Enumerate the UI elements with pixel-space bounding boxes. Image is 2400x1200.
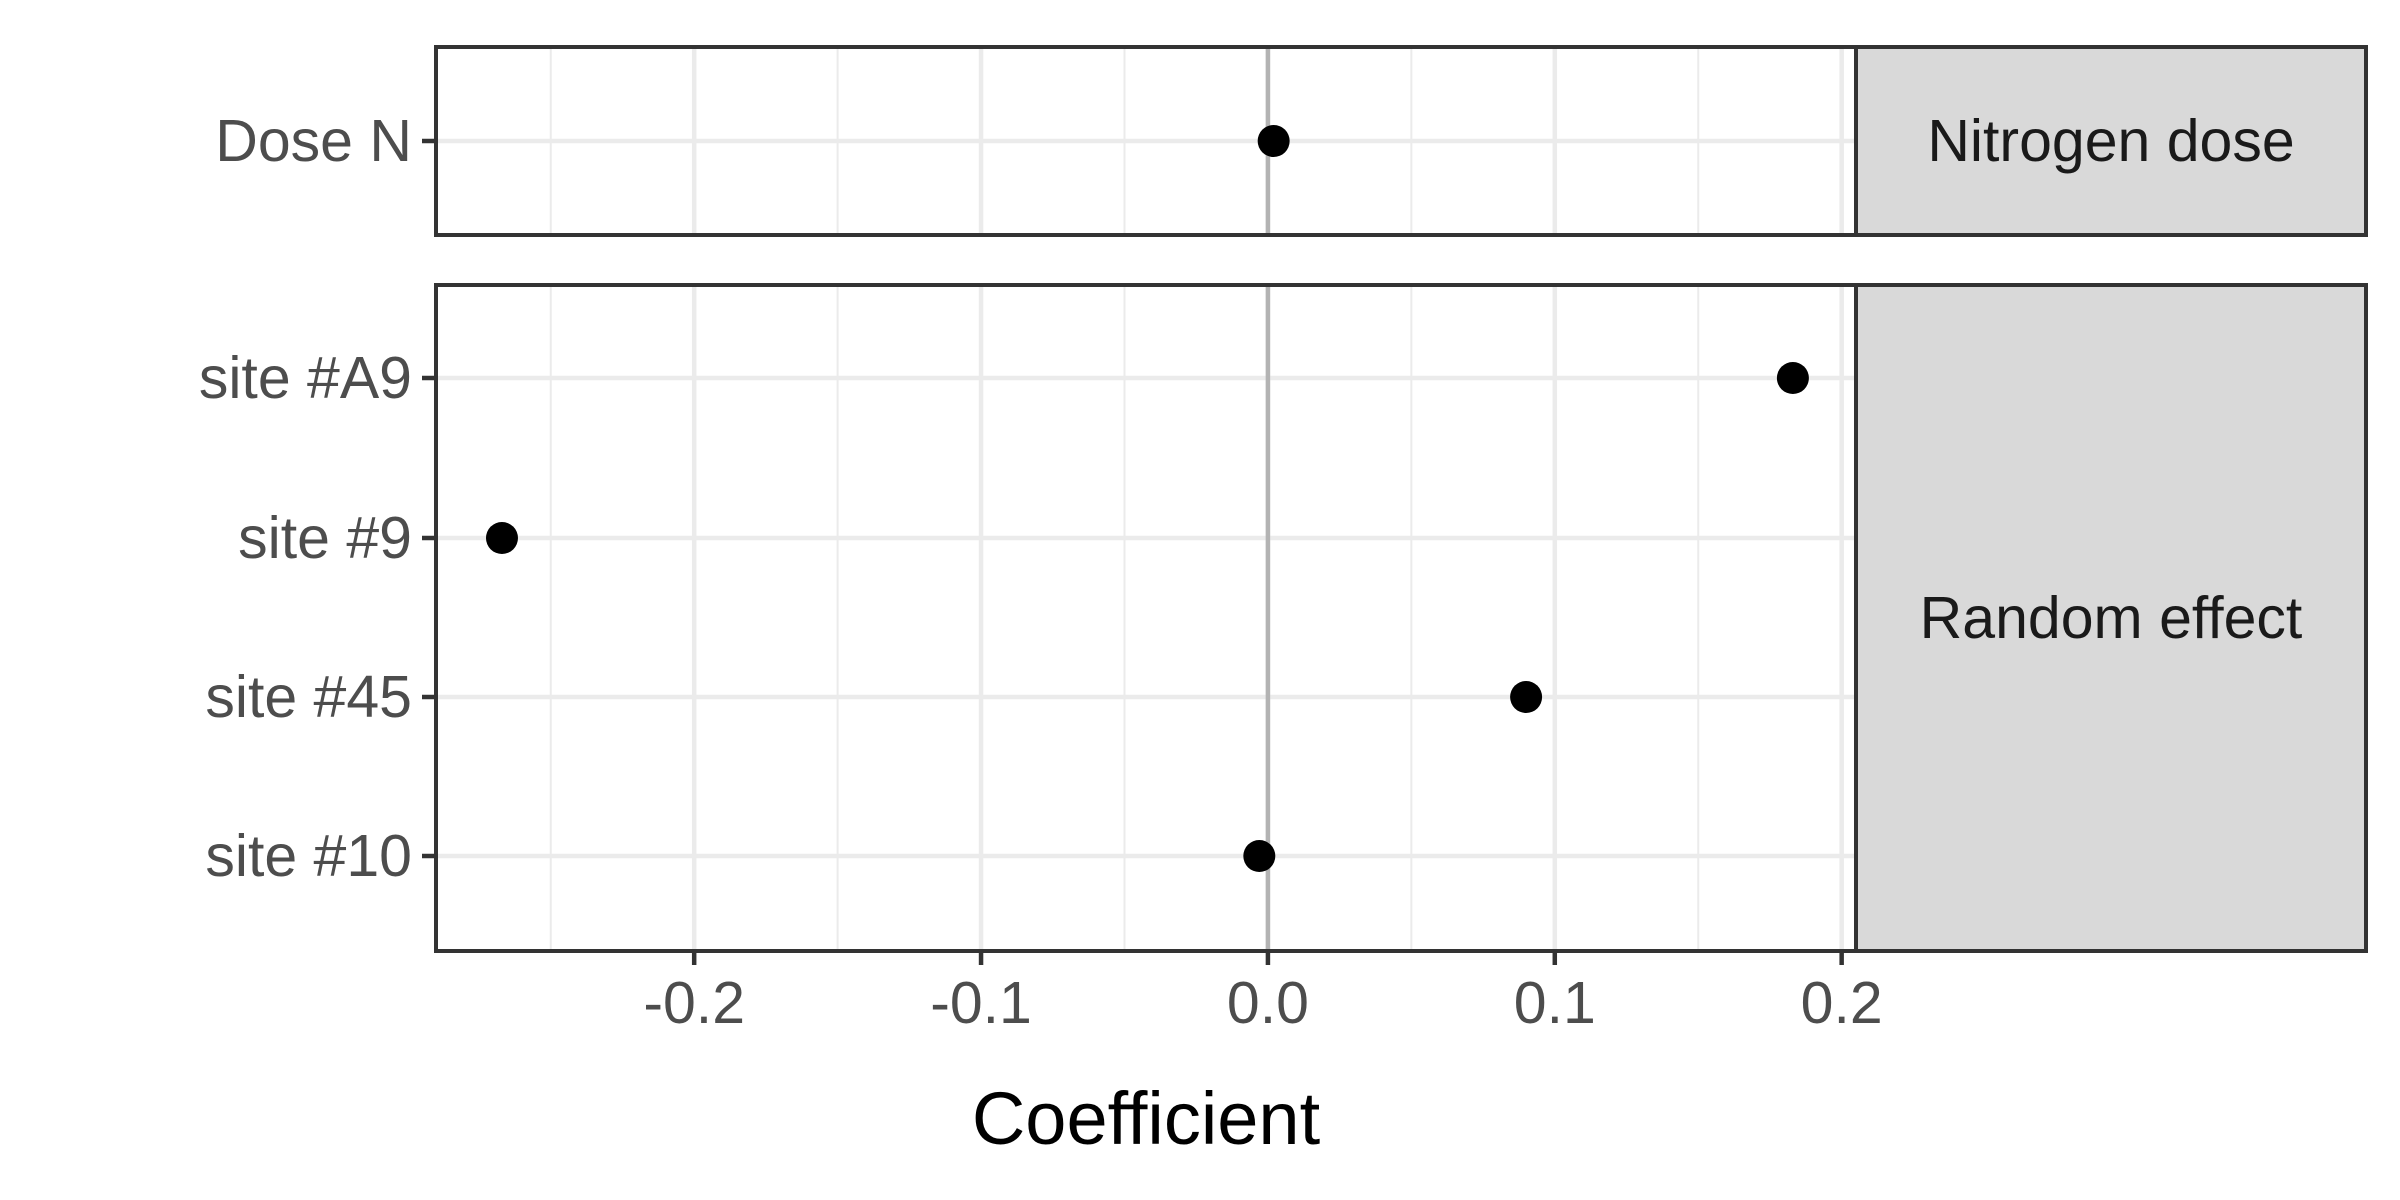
data-point: [485, 522, 518, 554]
facet-strip-label: Random effect: [1920, 585, 2303, 651]
y-tick-label: Dose N: [215, 108, 412, 174]
x-tick-label: 0.0: [1227, 970, 1309, 1036]
y-tick-label: site #9: [238, 505, 412, 571]
x-axis-title: Coefficient: [972, 1077, 1321, 1160]
x-tick-label: 0.1: [1514, 970, 1596, 1036]
y-tick-label: site #45: [205, 664, 412, 730]
plot-layer: Dose N Nitrogen dose site #A9 site #9 site #…: [199, 45, 2368, 1036]
y-tick-label: site #10: [205, 823, 412, 889]
y-tick-label: site #A9: [199, 345, 412, 411]
facet-strip: [1854, 45, 2368, 237]
x-tick-label: -0.1: [930, 970, 1032, 1036]
facet-strip: [1854, 283, 2368, 953]
x-tick-label: -0.2: [643, 970, 745, 1036]
x-tick-label: 0.2: [1801, 970, 1883, 1036]
data-point: [1510, 681, 1543, 713]
data-point: [1776, 362, 1809, 394]
data-point: [1243, 840, 1276, 872]
panel-background: [436, 285, 1856, 951]
facet-strip-label: Nitrogen dose: [1927, 108, 2294, 174]
data-point: [1257, 125, 1290, 157]
